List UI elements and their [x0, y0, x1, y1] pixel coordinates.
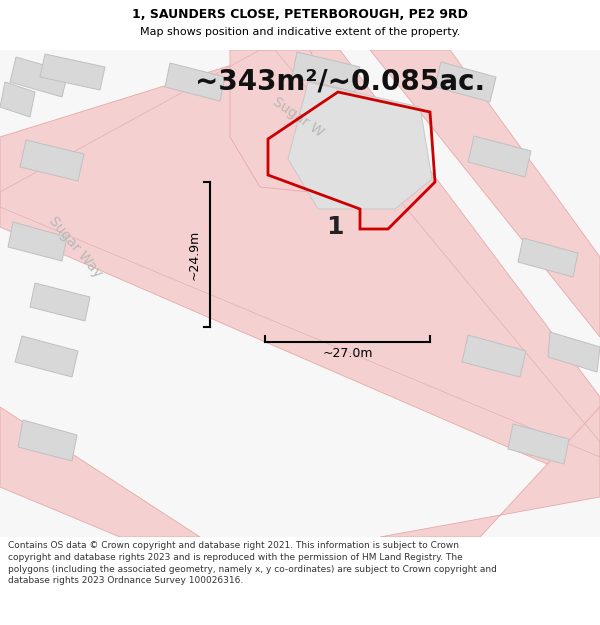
Polygon shape	[8, 222, 67, 261]
Text: 1: 1	[326, 215, 344, 239]
Polygon shape	[370, 50, 600, 337]
Text: ~27.0m: ~27.0m	[322, 347, 373, 360]
Polygon shape	[0, 82, 35, 117]
Text: Map shows position and indicative extent of the property.: Map shows position and indicative extent…	[140, 27, 460, 37]
Text: Sugar Way: Sugar Way	[46, 214, 104, 280]
Polygon shape	[462, 335, 526, 377]
Text: Contains OS data © Crown copyright and database right 2021. This information is : Contains OS data © Crown copyright and d…	[8, 541, 497, 586]
Polygon shape	[288, 82, 432, 209]
Polygon shape	[508, 424, 569, 464]
Polygon shape	[30, 283, 90, 321]
Text: 1, SAUNDERS CLOSE, PETERBOROUGH, PE2 9RD: 1, SAUNDERS CLOSE, PETERBOROUGH, PE2 9RD	[132, 8, 468, 21]
Polygon shape	[40, 54, 105, 90]
Polygon shape	[165, 63, 225, 101]
Polygon shape	[380, 407, 600, 537]
Text: ~24.9m: ~24.9m	[188, 229, 201, 279]
Polygon shape	[0, 50, 600, 487]
Polygon shape	[468, 136, 531, 177]
Polygon shape	[292, 52, 360, 92]
Polygon shape	[15, 336, 78, 377]
Polygon shape	[518, 238, 578, 277]
Text: Sugar W: Sugar W	[270, 94, 326, 139]
Polygon shape	[230, 50, 355, 192]
Polygon shape	[10, 57, 68, 97]
Text: ~343m²/~0.085ac.: ~343m²/~0.085ac.	[195, 68, 485, 96]
Polygon shape	[548, 332, 600, 372]
Polygon shape	[435, 62, 496, 102]
Polygon shape	[20, 140, 84, 181]
Polygon shape	[18, 420, 77, 461]
Polygon shape	[0, 407, 200, 537]
